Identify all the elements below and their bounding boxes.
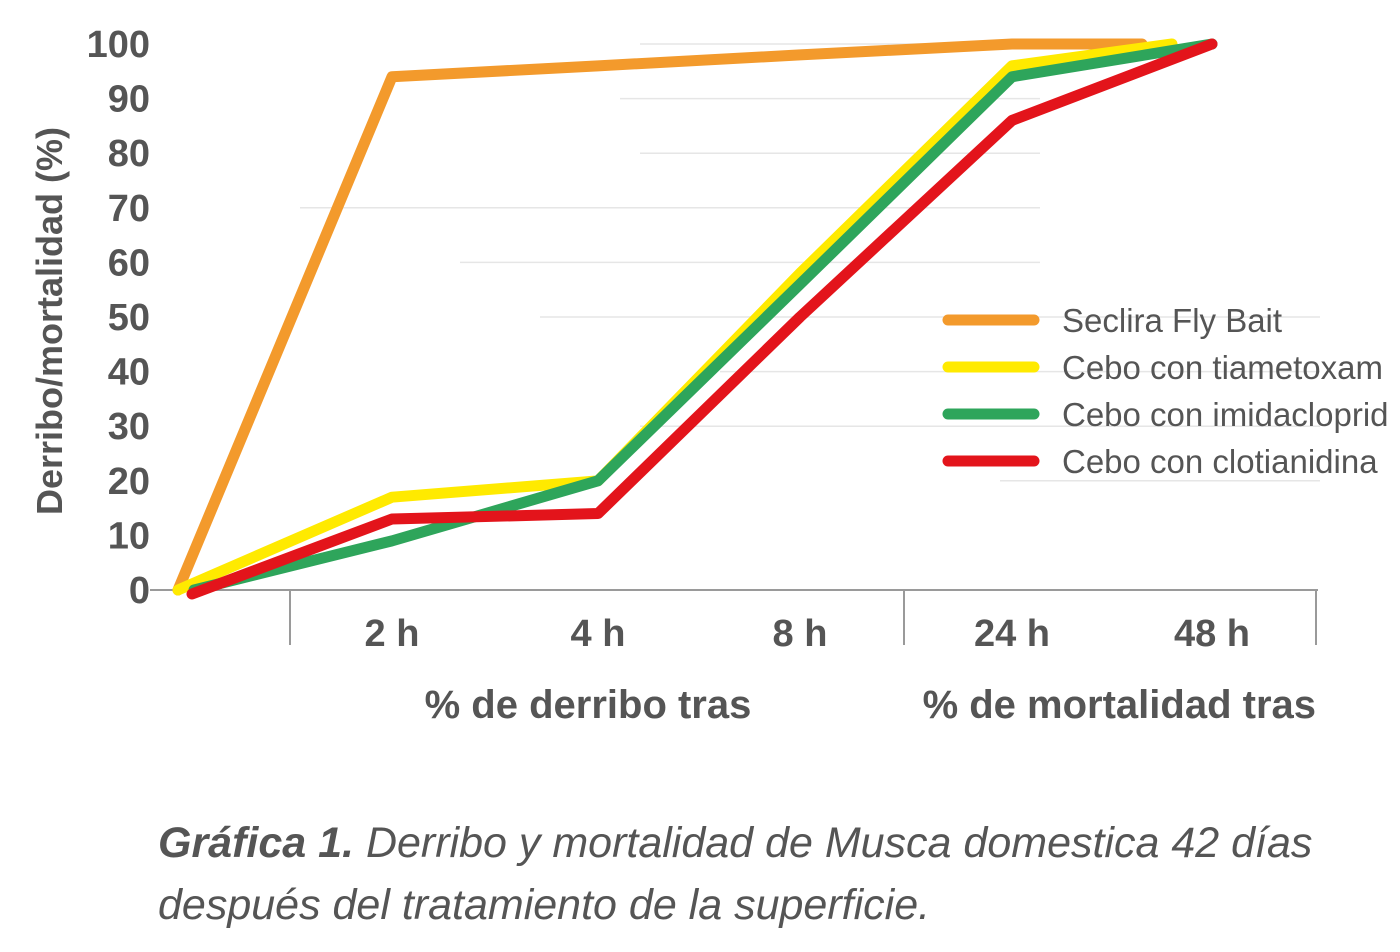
caption-text: Derribo y mortalidad de Musca domestica … (158, 819, 1313, 929)
y-tick-label: 40 (108, 352, 150, 394)
y-tick-label: 20 (108, 461, 150, 503)
y-tick-label: 100 (87, 24, 150, 66)
y-tick-label: 50 (108, 297, 150, 339)
y-axis-label: Derribo/mortalidad (%) (29, 127, 70, 515)
y-tick-label: 0 (129, 570, 150, 612)
legend: Seclira Fly Bait Cebo con tiametoxam Cebo … (942, 302, 1389, 480)
axes (150, 589, 1318, 645)
x-tick-label: 48 h (1174, 613, 1250, 655)
series-line (186, 38, 1218, 600)
legend-label: Cebo con clotianidina (1062, 443, 1378, 480)
legend-label: Cebo con imidacloprid (1062, 396, 1389, 433)
y-tick-label: 90 (108, 79, 150, 121)
x-tick-label: 4 h (571, 613, 626, 655)
x-group-labels: % de derribo tras % de mortalidad tras (425, 683, 1316, 727)
x-tick-label: 24 h (974, 613, 1050, 655)
y-tick-label: 30 (108, 406, 150, 448)
series-line (188, 38, 1218, 596)
y-tick-label: 70 (108, 188, 150, 230)
x-tick-label: 8 h (773, 613, 828, 655)
line-chart: 0 10 20 30 40 50 60 70 80 90 100 2 h 4 h 8 h 24 h 48 h… (29, 24, 1389, 727)
y-tick-label: 60 (108, 242, 150, 284)
x-group-label: % de derribo tras (425, 683, 752, 727)
x-group-label: % de mortalidad tras (923, 683, 1316, 727)
legend-label: Cebo con tiametoxam (1062, 349, 1383, 386)
caption-lead: Gráfica 1. (158, 819, 354, 867)
x-tick-label: 2 h (365, 613, 420, 655)
x-tick-labels: 2 h 4 h 8 h 24 h 48 h (365, 613, 1250, 655)
gridlines (300, 43, 1320, 482)
series-line (172, 38, 1148, 596)
series-lines (172, 38, 1218, 600)
y-tick-labels: 0 10 20 30 40 50 60 70 80 90 100 (87, 24, 150, 612)
y-tick-label: 10 (108, 515, 150, 557)
y-tick-label: 80 (108, 133, 150, 175)
legend-label: Seclira Fly Bait (1062, 302, 1282, 339)
figure-caption: Gráfica 1. Derribo y mortalidad de Musca… (158, 812, 1358, 936)
